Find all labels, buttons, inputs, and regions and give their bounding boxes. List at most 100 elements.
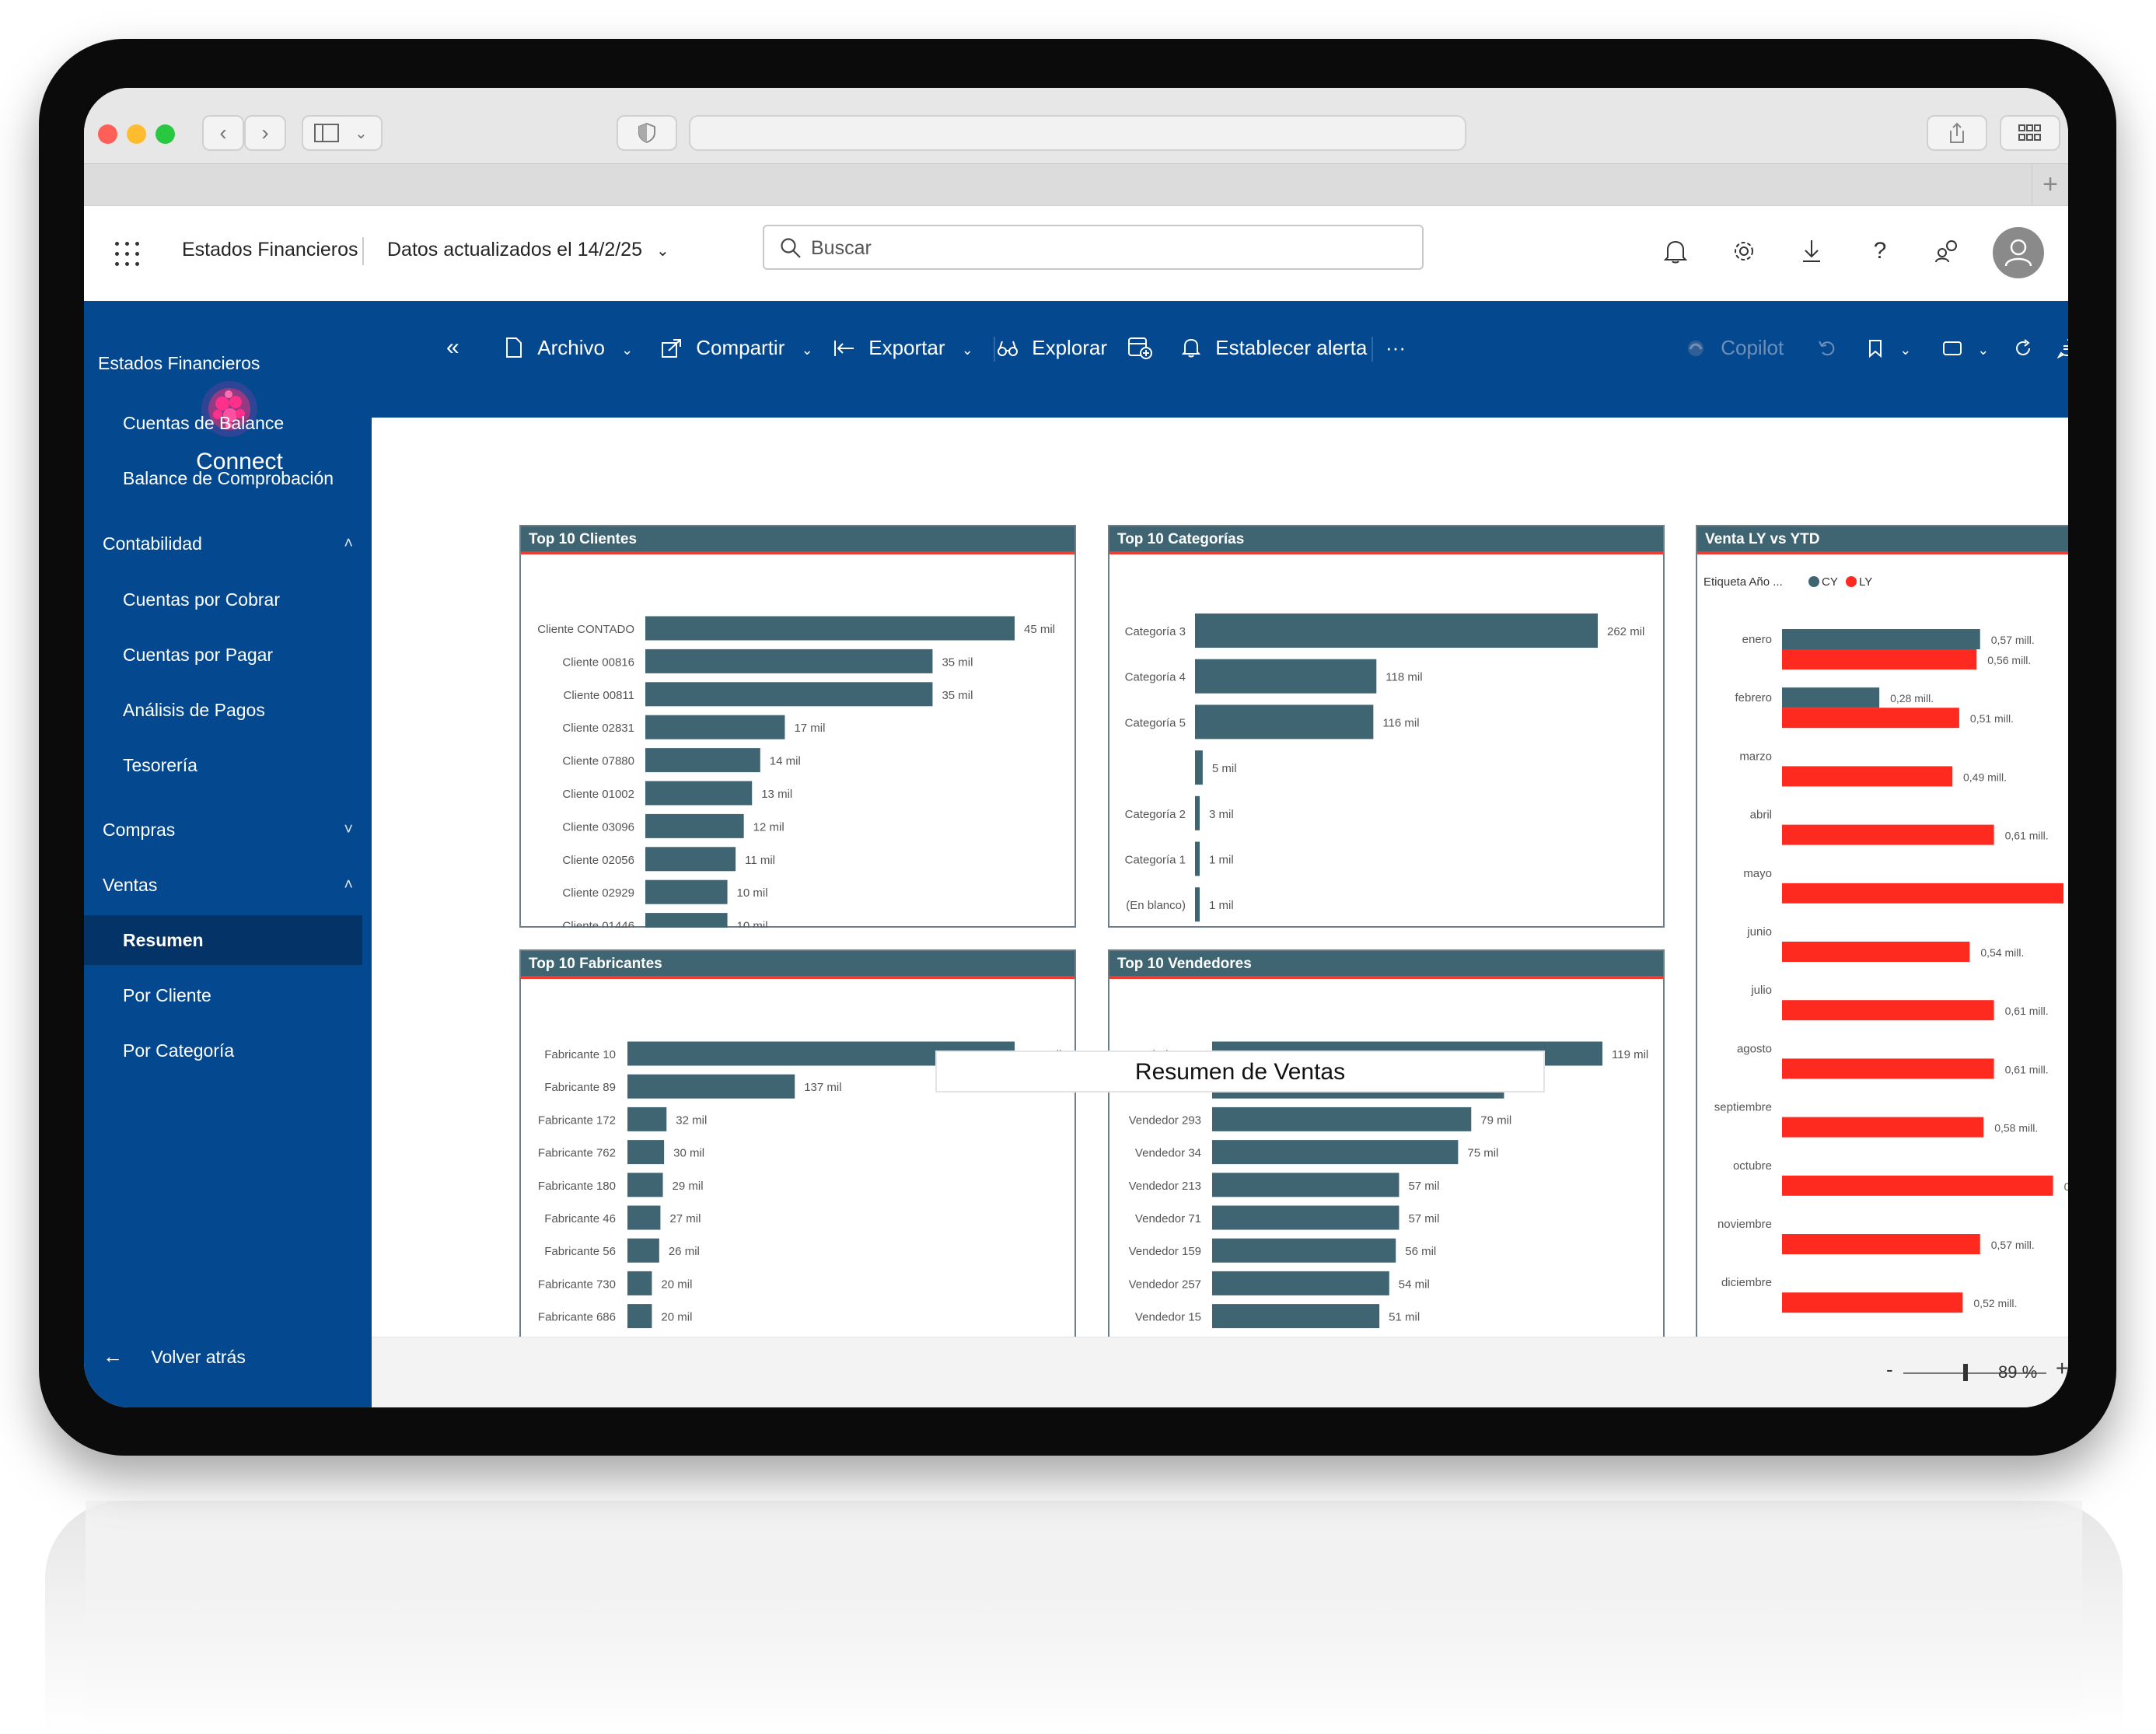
app-launcher-icon[interactable] bbox=[110, 237, 142, 268]
sidebar-item-cuentas-de-balance[interactable]: Cuentas de Balance bbox=[84, 398, 372, 448]
category-label: Cliente 00811 bbox=[564, 689, 634, 702]
address-bar[interactable] bbox=[689, 115, 1466, 151]
visual-panel[interactable]: Top 10 Vendedores Vendedor 232119 milVend… bbox=[1108, 949, 1665, 1352]
category-label: Fabricante 46 bbox=[544, 1212, 616, 1225]
sidebar-item-balance-de-comprobacion[interactable]: Balance de Comprobación bbox=[84, 453, 372, 503]
data-label: 54 mil bbox=[1399, 1278, 1430, 1291]
visual-panel[interactable]: Top 10 Categorías Categoría 3 262 mil Categ… bbox=[1108, 525, 1665, 928]
visual-panel[interactable]: Venta LY vs YTD Etiqueta Año ... CY LY enero… bbox=[1696, 525, 2068, 1352]
visual-title: Top 10 Categorías bbox=[1109, 526, 1663, 554]
zoom-level[interactable]: 89 % bbox=[1998, 1362, 2038, 1382]
sidebar-item-contabilidad[interactable]: Contabilidad ˄ bbox=[84, 519, 372, 568]
sidebar-icon bbox=[314, 124, 339, 142]
tab-overview-button[interactable] bbox=[2000, 115, 2060, 151]
back-button[interactable]: ‹ bbox=[202, 115, 244, 151]
page-tab-resumen-de-ventas[interactable]: Resumen de Ventas bbox=[935, 1051, 1545, 1092]
sidebar-item-cuentas-por-cobrar[interactable]: Cuentas por Cobrar bbox=[84, 575, 372, 624]
set-alert-button[interactable]: Establecer alerta bbox=[1181, 329, 1367, 366]
chart-svg: Etiqueta Año ... CY LY enero 0,57 mill. 0,56 … bbox=[1703, 575, 2068, 1313]
settings-button[interactable] bbox=[1727, 234, 1761, 268]
sidebar-item-por-cliente[interactable]: Por Cliente bbox=[84, 970, 372, 1020]
data-label: 137 mil bbox=[804, 1081, 841, 1094]
sidebar-item-label: Resumen bbox=[123, 930, 204, 950]
sidebar-item-cuentas-por-pagar[interactable]: Cuentas por Pagar bbox=[84, 630, 372, 680]
undo-icon bbox=[1819, 341, 1835, 356]
category-label: Cliente CONTADO bbox=[537, 623, 634, 636]
visual-title: Top 10 Vendedores bbox=[1109, 951, 1663, 979]
back-link[interactable]: ← Volver atrás bbox=[84, 1331, 372, 1381]
visual-panel[interactable]: Top 10 Clientes Cliente CONTADO 45 mil Clie… bbox=[519, 525, 1076, 928]
bar-ly bbox=[1782, 1117, 1984, 1138]
close-window-button[interactable] bbox=[98, 124, 117, 144]
user-avatar[interactable] bbox=[1993, 227, 2044, 278]
explore-button[interactable]: Explorar bbox=[997, 329, 1107, 366]
sidebar-item-resumen[interactable]: Resumen bbox=[84, 915, 362, 965]
data-label: 45 mil bbox=[1024, 623, 1055, 636]
new-tab-button[interactable]: + bbox=[2032, 164, 2068, 205]
zoom-out-button[interactable]: - bbox=[1886, 1358, 1893, 1381]
bar-ly bbox=[1782, 1234, 1980, 1254]
bar bbox=[645, 715, 785, 739]
subscribe-button[interactable] bbox=[1127, 329, 1152, 366]
data-label: 57 mil bbox=[1408, 1212, 1439, 1225]
sidebar-toggle-button[interactable]: ⌄ bbox=[302, 115, 383, 151]
refresh-button[interactable] bbox=[2014, 329, 2032, 366]
comments-button[interactable] bbox=[2056, 329, 2068, 366]
data-label: 20 mil bbox=[661, 1311, 692, 1324]
zoom-in-button[interactable]: + bbox=[2056, 1356, 2068, 1380]
sidebar-item-ventas[interactable]: Ventas ˄ bbox=[84, 860, 372, 910]
copilot-button[interactable]: Copilot bbox=[1686, 329, 1784, 366]
bar-ly bbox=[1782, 1000, 1994, 1021]
data-label: 29 mil bbox=[673, 1180, 704, 1193]
zoom-slider-track[interactable] bbox=[1903, 1372, 2046, 1374]
data-label: 75 mil bbox=[1467, 1147, 1498, 1160]
share-menu-button[interactable]: Compartir ⌄ bbox=[661, 329, 813, 366]
file-menu-button[interactable]: Archivo ⌄ bbox=[505, 329, 633, 366]
share-button[interactable] bbox=[1927, 115, 1987, 151]
zoom-slider-thumb[interactable] bbox=[1963, 1364, 1968, 1381]
bar bbox=[645, 879, 728, 904]
visual-title: Venta LY vs YTD bbox=[1697, 526, 2068, 554]
data-label: 0,78 mill. bbox=[2064, 1180, 2068, 1193]
notifications-button[interactable] bbox=[1658, 234, 1693, 268]
export-menu-button[interactable]: Exportar ⌄ bbox=[833, 329, 973, 366]
bar-ly bbox=[1782, 1292, 1963, 1313]
category-label: Categoría 2 bbox=[1125, 808, 1186, 821]
report-title[interactable]: Estados Financieros bbox=[182, 239, 358, 260]
data-label: 20 mil bbox=[661, 1278, 692, 1291]
bar-ly bbox=[1782, 649, 1977, 669]
month-label: febrero bbox=[1735, 691, 1772, 704]
data-label: 32 mil bbox=[676, 1113, 707, 1127]
search-input[interactable]: Buscar bbox=[763, 225, 1424, 270]
bar bbox=[1212, 1238, 1396, 1263]
data-label: 10 mil bbox=[737, 920, 768, 928]
connect-logo bbox=[201, 381, 257, 437]
forward-button[interactable]: › bbox=[244, 115, 286, 151]
sidebar-item-tesoreria[interactable]: Tesorería bbox=[84, 740, 372, 790]
feedback-button[interactable] bbox=[1931, 234, 1965, 268]
sidebar-item-compras[interactable]: Compras ˅ bbox=[84, 805, 372, 855]
toolbar-divider bbox=[994, 337, 995, 362]
category-label: Categoría 1 bbox=[1125, 854, 1186, 867]
more-options-button[interactable]: ··· bbox=[1386, 329, 1406, 366]
file-menu-label: Archivo bbox=[537, 336, 605, 359]
view-menu-button[interactable]: ⌄ bbox=[1942, 329, 1989, 366]
sidebar-item-analisis-de-pagos[interactable]: Análisis de Pagos bbox=[84, 685, 372, 735]
privacy-shield-button[interactable] bbox=[617, 115, 677, 151]
launcher-dot bbox=[115, 242, 119, 246]
sidebar-item-estados-financieros[interactable]: Estados Financieros bbox=[84, 338, 372, 388]
maximize-window-button[interactable] bbox=[155, 124, 175, 144]
minimize-window-button[interactable] bbox=[127, 124, 146, 144]
data-updated-dropdown[interactable]: Datos actualizados el 14/2/25 ⌄ bbox=[387, 239, 669, 261]
data-label: 0,61 mill. bbox=[2005, 1005, 2049, 1017]
bookmark-menu-button[interactable]: ⌄ bbox=[1868, 329, 1911, 366]
undo-button[interactable] bbox=[1818, 329, 1836, 366]
collapse-nav-button[interactable]: « bbox=[446, 329, 460, 366]
sidebar-item-por-categoria[interactable]: Por Categoría bbox=[84, 1026, 372, 1075]
category-label: Fabricante 89 bbox=[544, 1081, 616, 1094]
help-button[interactable]: ? bbox=[1863, 234, 1897, 268]
download-button[interactable] bbox=[1794, 234, 1829, 268]
